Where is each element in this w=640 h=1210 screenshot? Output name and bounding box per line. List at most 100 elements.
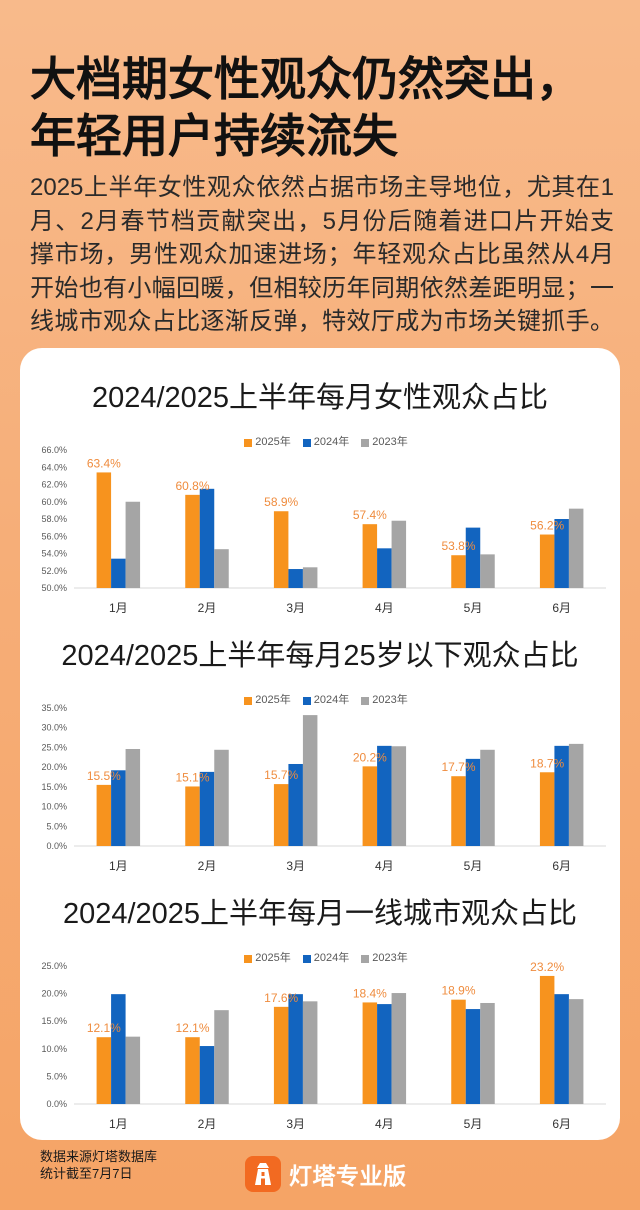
- y-tick-label: 15.0%: [41, 1016, 67, 1026]
- title-line: 年轻用户持续流失: [30, 110, 398, 162]
- data-label-2025-month-2: 12.1%: [175, 1021, 209, 1035]
- legend-item-2024: 2024年: [302, 952, 350, 965]
- bar-2024-month-3: [288, 569, 303, 588]
- bar-chart-plot: 50.0% 52.0% 54.0% 56.0% 58.0% 60.0% 62.0% 64.0%…: [41, 445, 606, 615]
- bar-2023-month-1: [125, 749, 141, 846]
- data-label-2025-month-5: 18.9%: [441, 984, 475, 998]
- cutoff-text: 统计截至7月7日: [40, 1166, 133, 1181]
- charts-card: 2024/2025上半年每月女性观众占比 2025年 2024年 2023年 50.…: [20, 348, 620, 1140]
- legend-item-2023: 2023年: [361, 952, 408, 965]
- data-label-2025-month-3: 17.6%: [264, 991, 298, 1005]
- x-tick-label: 4月: [375, 859, 394, 873]
- x-tick-label: 4月: [375, 601, 394, 615]
- brand-name: 灯塔专业版: [289, 1163, 407, 1189]
- bar-2025-month-2: [185, 1037, 200, 1104]
- y-tick-label: 66.0%: [41, 445, 67, 455]
- bar-2023-month-3: [302, 1001, 318, 1104]
- bar-2025-month-5: [451, 555, 466, 588]
- bar-2025-month-1: [96, 1037, 112, 1104]
- bar-2023-month-3: [302, 715, 318, 846]
- data-label-2025-month-4: 20.2%: [353, 750, 387, 764]
- chart-legend: 2025年 2024年 2023年: [20, 436, 620, 449]
- legend-label-2025: 2025年: [255, 436, 291, 448]
- bar-2023-month-2: [214, 1010, 229, 1104]
- data-label-2025-month-1: 15.5%: [87, 769, 121, 783]
- brand-logo: 灯塔专业版: [245, 1156, 407, 1192]
- bar-2025-month-2: [185, 494, 200, 588]
- bar-2025-month-3: [273, 511, 289, 588]
- y-tick-label: 56.0%: [41, 531, 67, 541]
- x-tick-label: 1月: [109, 601, 128, 615]
- chart-title: 2024/2025上半年每月25岁以下观众占比: [61, 640, 579, 672]
- y-tick-label: 10.0%: [41, 1044, 67, 1054]
- y-tick-label: 54.0%: [41, 549, 67, 559]
- bar-2024-month-3: [288, 994, 303, 1104]
- x-tick-label: 5月: [464, 1117, 483, 1131]
- legend-label-2023: 2023年: [372, 694, 408, 706]
- bar-2024-month-5: [465, 527, 481, 588]
- chart-title: 2024/2025上半年每月女性观众占比: [91, 382, 549, 414]
- bar-2023-month-1: [125, 501, 141, 588]
- bar-2025-month-4: [362, 1002, 378, 1104]
- bar-2024-month-2: [199, 771, 215, 846]
- legend-label-2024: 2024年: [313, 436, 350, 448]
- bar-2024-month-6: [554, 745, 569, 846]
- y-tick-label: 50.0%: [41, 583, 67, 593]
- y-tick-label: 0.0%: [46, 841, 67, 851]
- bar-2024-month-3: [288, 763, 303, 846]
- y-tick-label: 20.0%: [41, 989, 67, 999]
- x-tick-label: 3月: [286, 601, 305, 615]
- bar-2024-month-6: [554, 519, 569, 588]
- y-tick-label: 5.0%: [46, 1071, 67, 1081]
- bar-2023-month-1: [125, 1036, 141, 1104]
- data-label-2025-month-1: 63.4%: [87, 456, 121, 470]
- y-tick-label: 0.0%: [46, 1099, 67, 1109]
- legend-swatch-2025: [244, 696, 253, 705]
- x-tick-label: 1月: [109, 859, 128, 873]
- bar-2025-month-6: [539, 534, 555, 588]
- y-tick-label: 62.0%: [41, 480, 67, 490]
- data-label-2025-month-4: 57.4%: [353, 508, 387, 522]
- intro-line: 线城市观众占比逐渐反弹，特效厅成为市场关键抓手。: [30, 308, 614, 335]
- chart-title: 2024/2025上半年每月一线城市观众占比: [62, 898, 578, 930]
- bar-2023-month-2: [214, 749, 229, 846]
- bar-2024-month-6: [554, 994, 569, 1104]
- bar-2025-month-5: [451, 776, 466, 846]
- legend-item-2025: 2025年: [244, 436, 291, 449]
- data-label-2025-month-3: 15.7%: [264, 768, 298, 782]
- intro-line: 撑市场，男性观众加速进场；年轻观众占比虽然从4月: [30, 241, 614, 268]
- bar-2025-month-6: [539, 975, 555, 1104]
- bar-2024-month-4: [377, 1004, 392, 1104]
- legend-swatch-2025: [244, 954, 253, 963]
- bar-2024-month-2: [199, 488, 215, 588]
- lighthouse-icon: [245, 1156, 281, 1192]
- y-tick-label: 30.0%: [41, 723, 67, 733]
- x-tick-label: 3月: [286, 1117, 305, 1131]
- legend-label-2024: 2024年: [313, 952, 350, 964]
- legend-label-2025: 2025年: [255, 952, 291, 964]
- bar-2023-month-3: [302, 567, 318, 588]
- y-tick-label: 64.0%: [41, 462, 67, 472]
- legend-swatch-2023: [361, 954, 370, 963]
- source-text: 数据来源灯塔数据库: [40, 1149, 158, 1164]
- x-tick-label: 6月: [552, 859, 571, 873]
- bar-2023-month-6: [568, 508, 584, 588]
- y-tick-label: 60.0%: [41, 497, 67, 507]
- legend-swatch-2024: [302, 954, 311, 963]
- data-label-2025-month-1: 12.1%: [87, 1021, 121, 1035]
- chart-legend: 2025年 2024年 2023年: [20, 952, 620, 965]
- legend-item-2023: 2023年: [361, 694, 408, 707]
- bar-2024-month-4: [377, 745, 392, 846]
- y-tick-label: 10.0%: [41, 802, 67, 812]
- y-tick-label: 52.0%: [41, 566, 67, 576]
- legend-item-2025: 2025年: [244, 694, 291, 707]
- y-tick-label: 5.0%: [46, 821, 67, 831]
- legend-label-2023: 2023年: [372, 436, 408, 448]
- data-label-2025-month-6: 18.7%: [530, 756, 564, 770]
- bar-2025-month-4: [362, 524, 378, 588]
- bar-2024-month-4: [377, 548, 392, 588]
- y-tick-label: 58.0%: [41, 514, 67, 524]
- bar-2025-month-2: [185, 786, 200, 846]
- x-tick-label: 3月: [286, 859, 305, 873]
- intro-line: 开始也有小幅回暖，但相较历年同期依然差距明显；一: [30, 274, 614, 302]
